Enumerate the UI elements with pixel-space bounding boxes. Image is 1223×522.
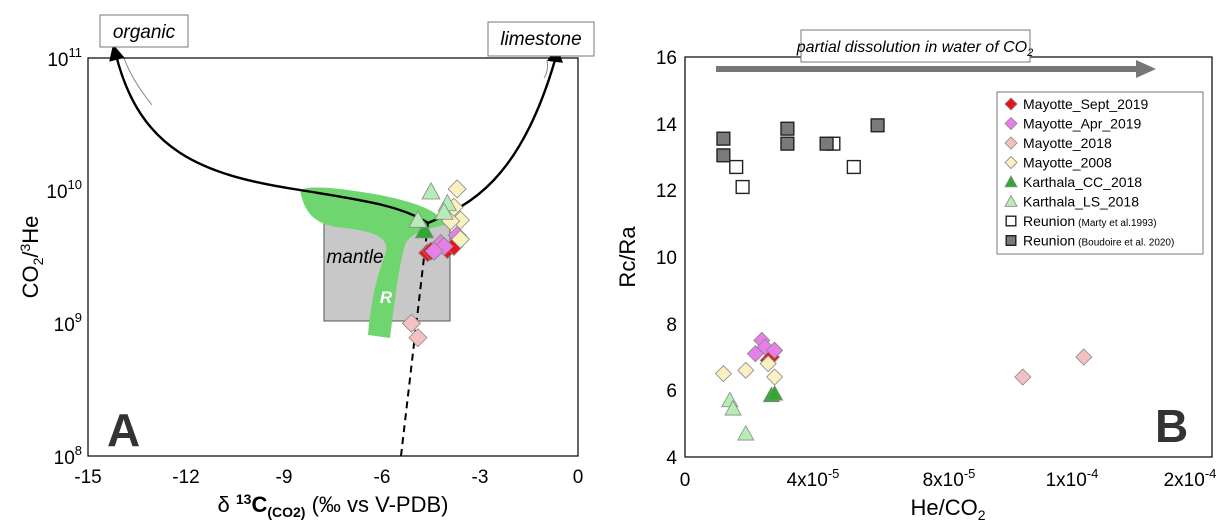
marks-a	[401, 179, 470, 348]
dashed-trend-line	[400, 222, 429, 457]
legend-symbol	[1004, 194, 1018, 207]
y-tick-label-b: 8	[666, 315, 677, 336]
y-tick-label-b: 6	[666, 381, 677, 402]
y-tick-label-b: 12	[656, 181, 677, 202]
data-point-mayotte-2008	[450, 229, 470, 249]
data-point-reunion-boudoire-et-al-2020	[716, 148, 731, 163]
data-point-mayotte-apr-2019	[424, 241, 444, 261]
legend-symbol	[1004, 116, 1018, 131]
x-tick-label-b: 8x10-5	[923, 466, 976, 491]
y-axis-title-a: CO2/3He	[17, 216, 46, 299]
x-tick-label-b: 1x10-4	[1046, 466, 1099, 491]
x-tick-label-b: 0	[680, 470, 691, 491]
y-tick-label-b: 4	[666, 448, 677, 469]
data-point-mayotte-2018	[1014, 368, 1032, 386]
organic-label-box	[99, 14, 189, 48]
organic-arrow	[109, 44, 125, 62]
x-tick-label-a: -12	[172, 467, 199, 488]
data-point-karthala-cc-2018	[414, 220, 435, 239]
dissolution-label-box	[800, 29, 1031, 63]
y-tick-label-b: 16	[656, 48, 677, 69]
legend-symbol	[1004, 155, 1018, 170]
legend-symbol	[1005, 234, 1017, 246]
x-axis-title-a: δ 13C(CO2) (‰ vs V-PDB)	[218, 491, 449, 520]
data-point-karthala-ls-2018	[421, 182, 441, 200]
legend-label: Mayotte_Apr_2019	[1023, 116, 1142, 132]
legend-label: Mayotte_2018	[1023, 135, 1112, 151]
legend-symbol	[1004, 97, 1018, 111]
y-tick-label-a: 109	[54, 310, 82, 336]
legend-label: Karthala_CC_2018	[1023, 174, 1142, 190]
green-field-r	[300, 187, 445, 338]
organic-label: organic	[113, 22, 176, 43]
x-tick-label-b: 2x10-4	[1164, 466, 1217, 491]
data-point-mayotte-2008	[714, 365, 732, 383]
limestone-label-box	[487, 21, 595, 57]
data-point-mayotte-2008	[737, 361, 755, 379]
data-point-karthala-ls-2018	[737, 424, 755, 441]
data-point-reunion-marty-et-al-1993	[735, 179, 750, 195]
legend-label: Mayotte_Sept_2019	[1023, 96, 1149, 112]
panel-b: partial dissolution in water of CO2 0 4x…	[615, 29, 1217, 522]
r-label: R	[380, 288, 393, 307]
panel-label-b: B	[1155, 400, 1188, 452]
data-point-mayotte-2018	[1075, 348, 1093, 366]
panel-label-a: A	[107, 404, 140, 456]
mantle-label: mantle	[326, 247, 383, 268]
y-tick-label-a: 1011	[47, 45, 82, 71]
x-tick-label-a: -9	[276, 467, 293, 488]
data-point-mayotte-2008	[447, 179, 467, 199]
data-point-reunion-boudoire-et-al-2020	[819, 136, 834, 151]
x-tick-label-a: -15	[74, 467, 101, 488]
legend-label: Mayotte_2008	[1023, 155, 1112, 171]
x-axis-title-b: He/CO2	[910, 495, 985, 522]
y-tick-label-a: 108	[54, 443, 82, 469]
data-point-karthala-ls-2018	[434, 202, 454, 220]
data-point-reunion-marty-et-al-1993	[729, 159, 744, 175]
data-point-mayotte-2018	[401, 313, 421, 333]
legend-symbol	[1004, 136, 1018, 150]
organic-guide-arc	[123, 57, 153, 106]
data-point-reunion-boudoire-et-al-2020	[780, 121, 795, 136]
data-point-mayotte-2018	[408, 328, 428, 348]
y-tick-label-b: 10	[656, 248, 677, 269]
marks-b	[714, 118, 1093, 441]
panel-a: -15 -12 -9 -6 -3 0 108 109 1010 1011 δ 1…	[17, 14, 595, 520]
data-point-reunion-boudoire-et-al-2020	[780, 136, 795, 151]
data-point-reunion-marty-et-al-1993	[846, 159, 861, 175]
x-tick-label-b: 4x10-5	[787, 466, 840, 491]
x-tick-label-a: 0	[573, 467, 584, 488]
dissolution-arrowhead	[1136, 60, 1156, 78]
legend-symbol	[1004, 175, 1018, 188]
legend-b: Mayotte_Sept_2019 Mayotte_Apr_2019 Mayotte…	[996, 91, 1204, 255]
legend-label: Karthala_LS_2018	[1023, 194, 1139, 210]
limestone-guide-arc	[543, 59, 549, 79]
data-point-karthala-cc-2018	[765, 384, 784, 401]
x-tick-label-a: -6	[374, 467, 391, 488]
data-point-reunion-boudoire-et-al-2020	[870, 118, 885, 133]
plot-frame-a	[87, 57, 579, 457]
legend-box	[996, 91, 1204, 255]
mixing-curve	[114, 54, 557, 225]
data-point-karthala-ls-2018	[724, 399, 742, 416]
x-tick-label-a: -3	[472, 467, 489, 488]
y-axis-title-b: Rc/Ra	[615, 226, 640, 288]
data-point-karthala-ls-2018	[408, 210, 428, 228]
y-tick-label-a: 1010	[46, 177, 82, 203]
data-point-reunion-boudoire-et-al-2020	[716, 131, 731, 146]
dissolution-label: partial dissolution in water of CO2	[796, 39, 1033, 59]
legend-symbol	[1005, 215, 1017, 227]
data-point-mayotte-2008	[759, 355, 777, 373]
data-point-mayotte-apr-2019	[766, 341, 784, 359]
limestone-label: limestone	[500, 29, 581, 50]
y-tick-label-b: 14	[656, 115, 678, 136]
